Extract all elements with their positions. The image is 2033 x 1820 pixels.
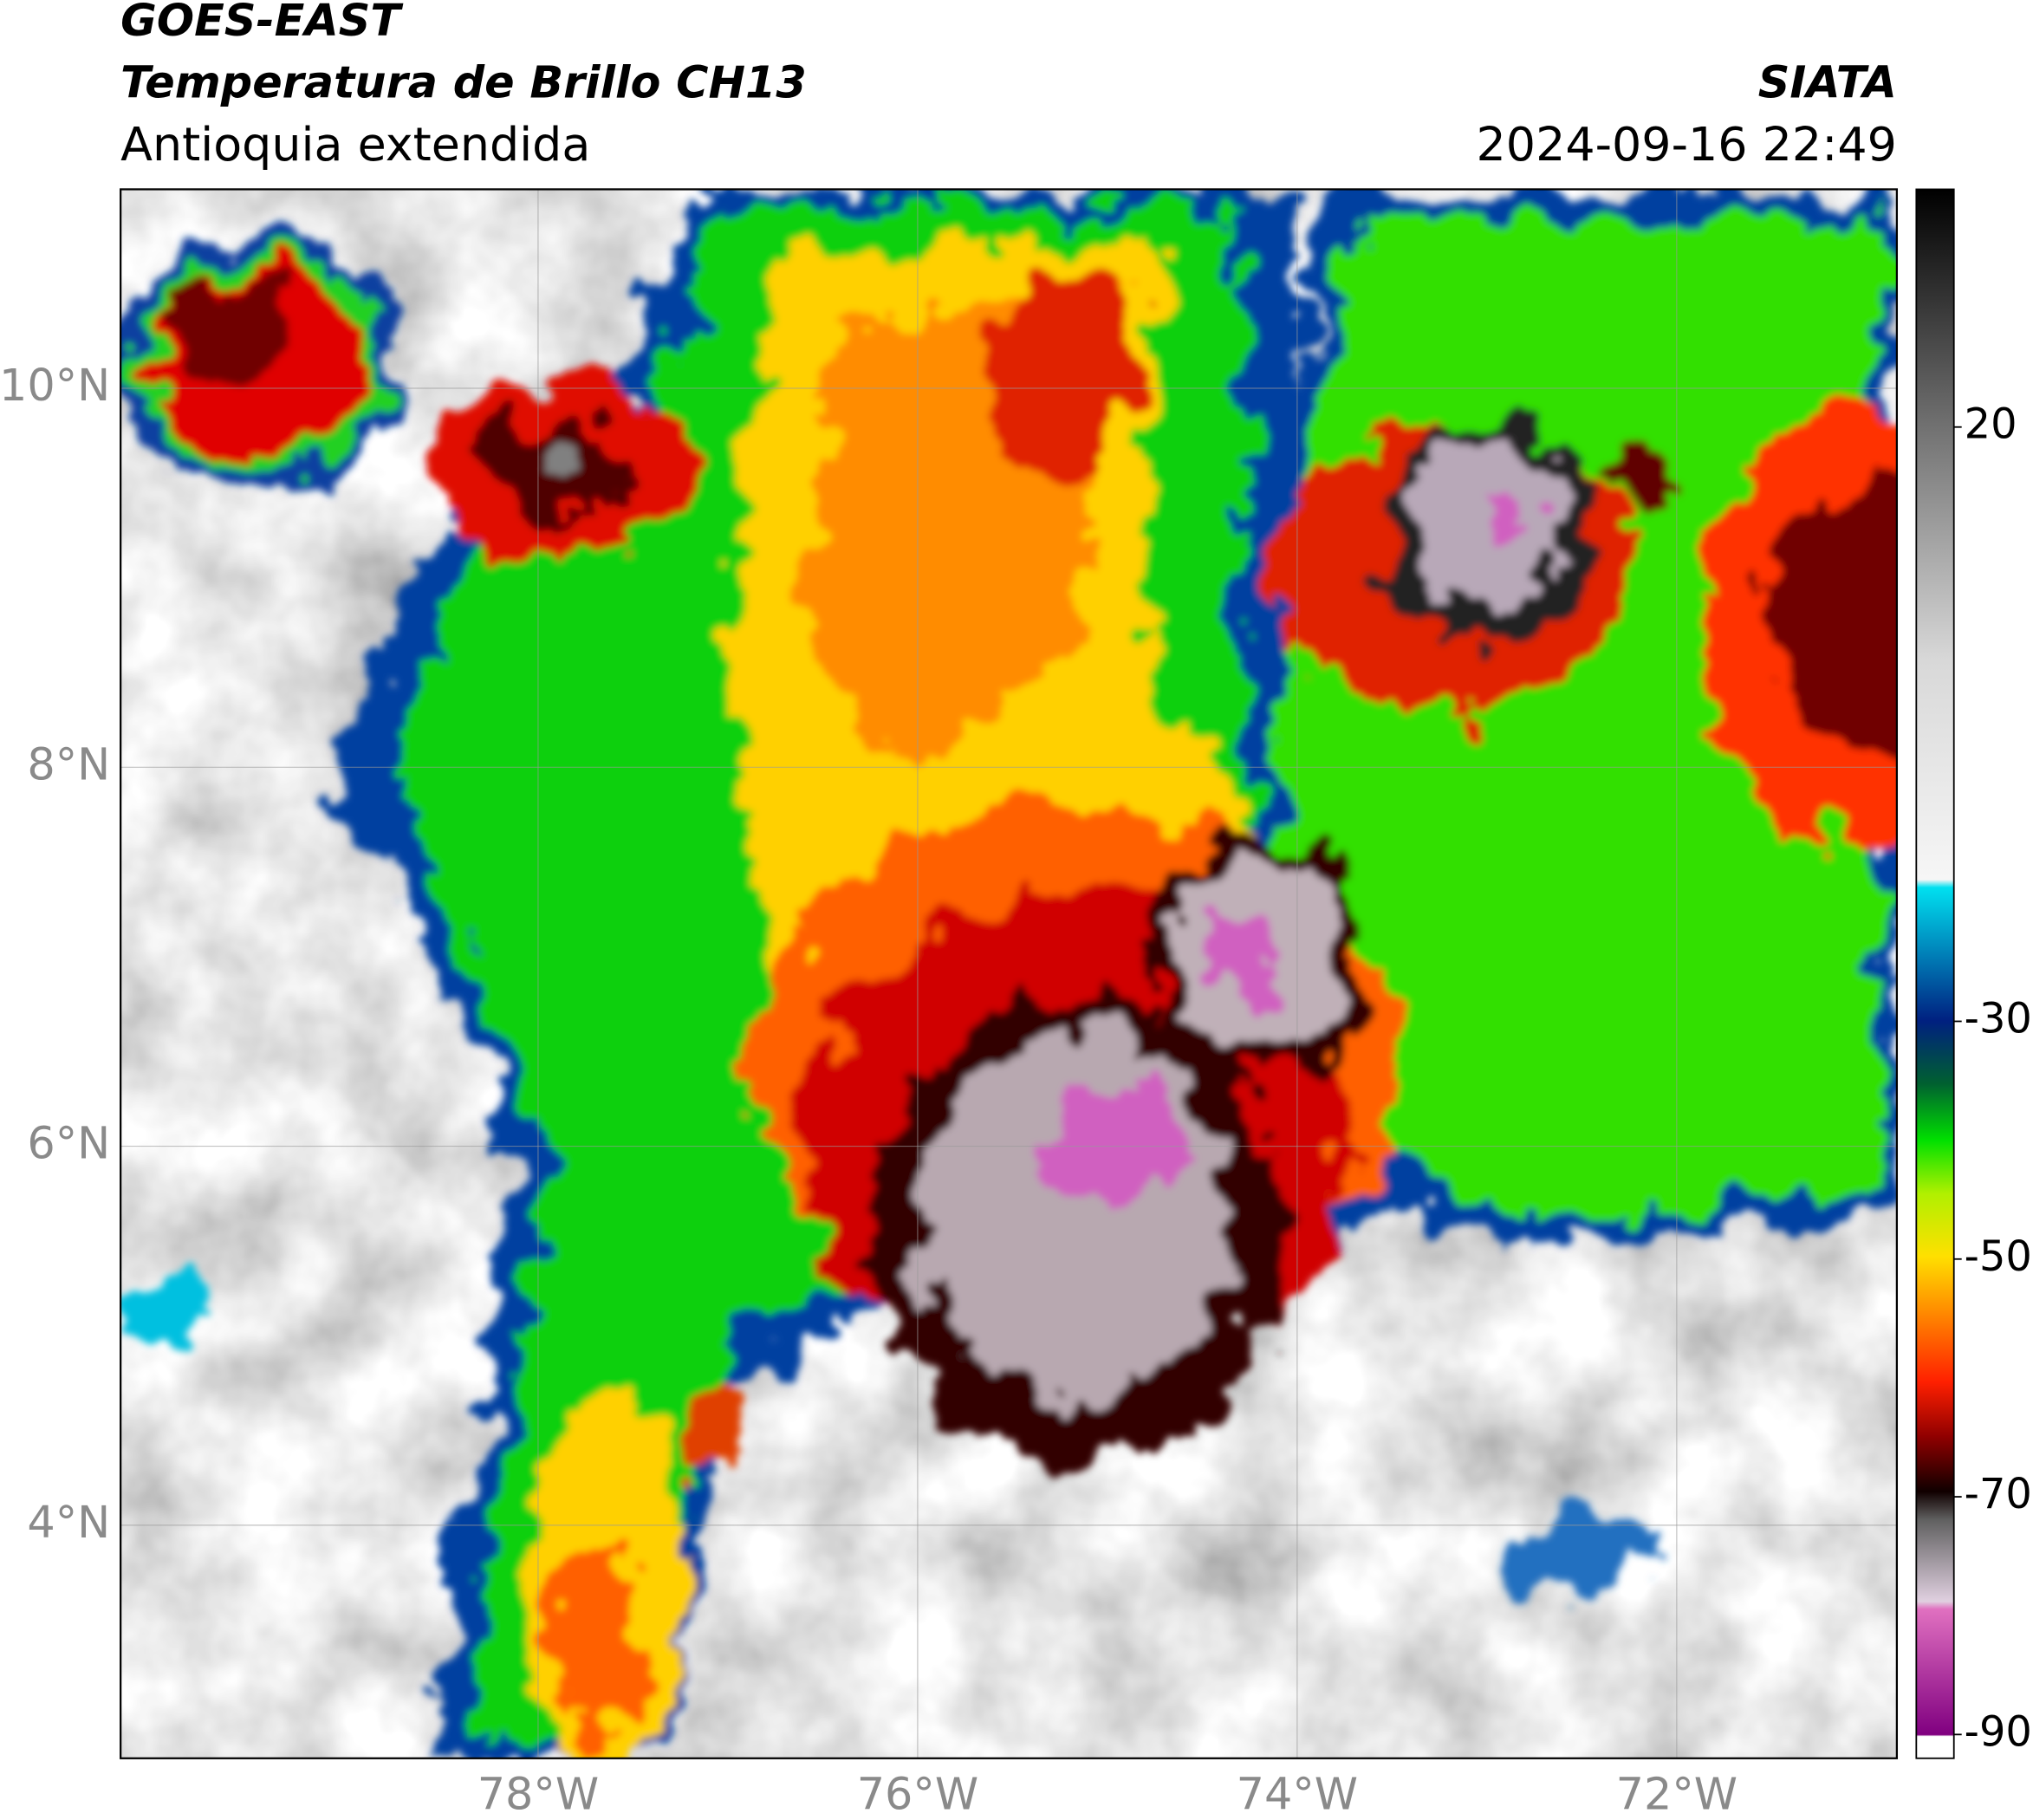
plot-frame — [120, 188, 1899, 1759]
lon-tick-label: 78°W — [477, 1769, 599, 1820]
lat-tick-label: 6°N — [27, 1118, 110, 1169]
lon-tick-label: 74°W — [1237, 1769, 1358, 1820]
source: SIATA — [1758, 57, 1897, 108]
colorbar-tick-label: -30 — [1965, 995, 2032, 1043]
lon-tick-label: 72°W — [1616, 1769, 1737, 1820]
colorbar-tick-label: -70 — [1965, 1471, 2032, 1518]
lat-tick-label: 10°N — [0, 360, 110, 411]
colorbar — [1915, 188, 1955, 1759]
grid — [120, 189, 1897, 1758]
timestamp: 2024-09-16 22:49 — [1477, 117, 1897, 172]
imagery — [120, 189, 1897, 1758]
region: Antioquia extendida — [120, 117, 590, 172]
colorbar-tick-label: -50 — [1965, 1233, 2032, 1281]
subtitle: Temperatura de Brillo CH13 — [120, 57, 807, 108]
colorbar-tick-label: -90 — [1965, 1708, 2032, 1756]
colorbar-tick-label: 20 — [1965, 401, 2017, 449]
cloud-tops — [120, 189, 1897, 1758]
title: GOES-EAST — [120, 0, 404, 46]
lat-tick-label: 4°N — [27, 1497, 110, 1548]
lat-tick-label: 8°N — [27, 738, 110, 790]
lon-tick-label: 76°W — [857, 1769, 978, 1820]
